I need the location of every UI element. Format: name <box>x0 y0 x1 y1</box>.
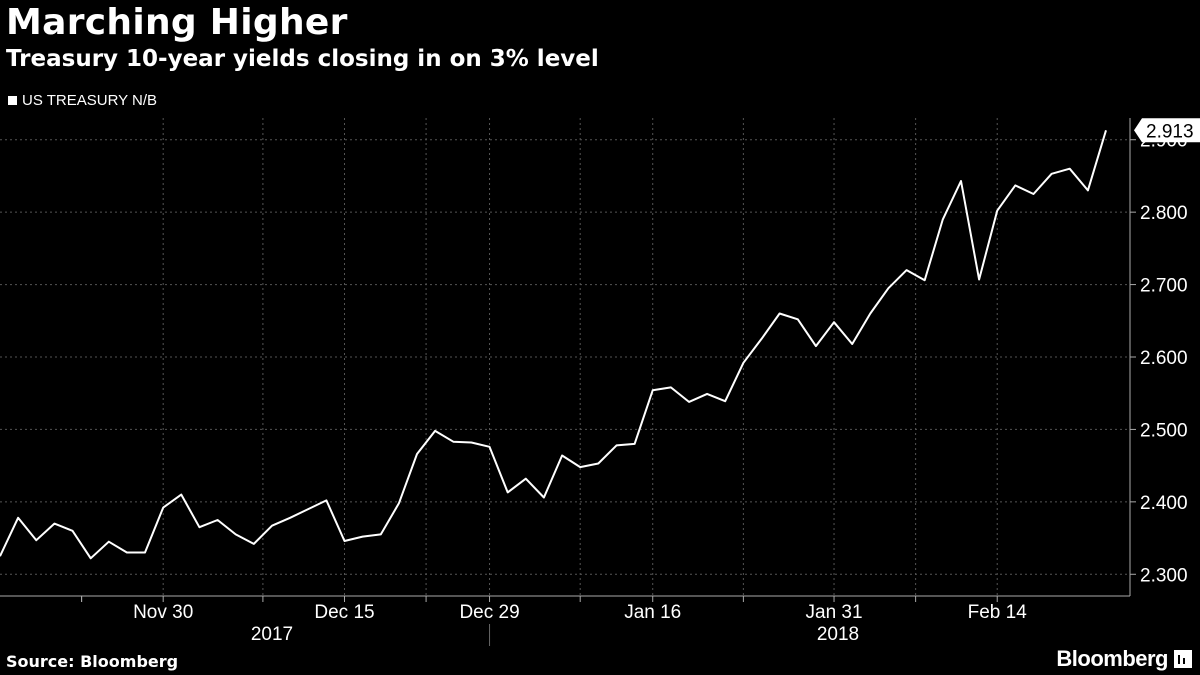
y-tick-label: 2.700 <box>1140 276 1188 297</box>
legend-swatch <box>8 96 17 105</box>
legend: US TREASURY N/B <box>8 92 157 109</box>
brand-logo: Bloomberg <box>1056 646 1192 672</box>
source-note: Source: Bloomberg <box>6 652 179 671</box>
series-line <box>0 130 1107 560</box>
x-tick-label: Dec 29 <box>459 602 519 623</box>
y-tick-label: 2.400 <box>1140 493 1188 514</box>
last-value-marker: 2.913 <box>1134 118 1200 142</box>
legend-label: US TREASURY N/B <box>22 92 158 109</box>
year-label: 2017 <box>251 624 293 645</box>
last-value-box <box>1134 118 1200 143</box>
axes <box>0 118 1136 646</box>
last-value-label: 2.913 <box>1146 121 1194 142</box>
brand-name: Bloomberg <box>1056 646 1168 671</box>
x-axis-labels: Nov 30 Dec 15 Dec 29 Jan 16 Jan 31 Feb 14 2017… <box>133 602 1027 645</box>
x-tick-label: Jan 31 <box>806 602 863 623</box>
y-tick-label: 2.800 <box>1140 203 1188 224</box>
series-group <box>0 130 1107 560</box>
x-tick-label: Nov 30 <box>133 602 193 623</box>
grid-lines <box>0 118 1130 596</box>
year-label: 2018 <box>817 624 859 645</box>
chart-subtitle: Treasury 10-year yields closing in on 3%… <box>6 46 599 72</box>
x-tick-label: Jan 16 <box>624 602 681 623</box>
y-tick-label: 2.300 <box>1140 565 1188 586</box>
y-tick-label: 2.600 <box>1140 348 1188 369</box>
x-tick-label: Dec 15 <box>314 602 374 623</box>
x-tick-label: Feb 14 <box>968 602 1028 623</box>
chart-title: Marching Higher <box>6 2 348 43</box>
y-tick-label: 2.500 <box>1140 420 1188 441</box>
chart-icon <box>1174 650 1192 668</box>
